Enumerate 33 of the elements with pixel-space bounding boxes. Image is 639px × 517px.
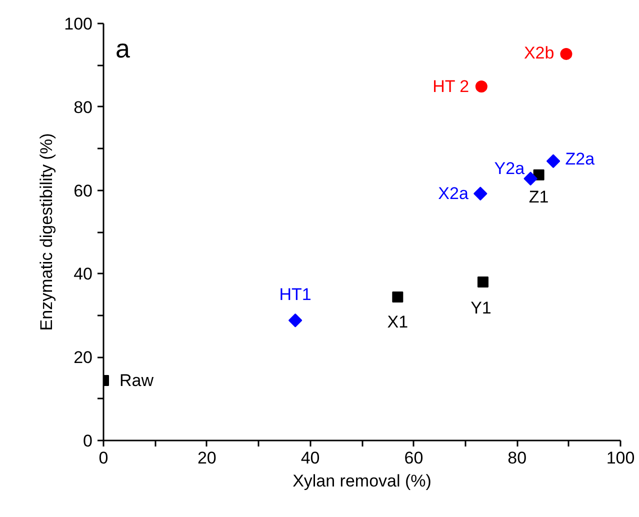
point (474, 186, 488, 200)
point (288, 314, 302, 328)
annotation: HT1 (279, 284, 312, 304)
y-tick-label: 0 (83, 432, 93, 450)
annotation: Y1 (470, 298, 492, 318)
chart-title: a (116, 34, 130, 64)
x-tick-label: 100 (606, 448, 635, 468)
point (477, 276, 488, 288)
point (560, 48, 572, 60)
y-tick-label: 100 (64, 14, 93, 34)
x-tick-label: 0 (98, 448, 108, 468)
annotation: Z1 (528, 187, 549, 206)
x-tick-label: 80 (508, 448, 527, 468)
annotation: Y2a (494, 159, 526, 178)
annotation: X2a (438, 184, 469, 204)
point (546, 154, 560, 168)
annotation: Raw (120, 370, 154, 390)
x-tick-label: 60 (404, 448, 424, 468)
annotation: Z2a (565, 150, 596, 169)
y-tick-label: 20 (74, 348, 93, 368)
annotation: HT 2 (432, 76, 470, 96)
y-axis-title: Enzymatic digestibility (%) (37, 133, 56, 331)
annotation: X1 (387, 312, 408, 332)
y-tick-label: 60 (74, 181, 93, 200)
point (392, 292, 404, 303)
x-axis-title: Xylan removal (%) (292, 472, 432, 490)
x-tick-label: 20 (197, 448, 216, 468)
x-tick-label: 40 (300, 448, 320, 468)
point (524, 172, 538, 186)
annotation: X2b (524, 43, 554, 62)
y-tick-label: 80 (74, 98, 93, 117)
y-tick-label: 40 (74, 264, 93, 284)
point (475, 80, 488, 92)
